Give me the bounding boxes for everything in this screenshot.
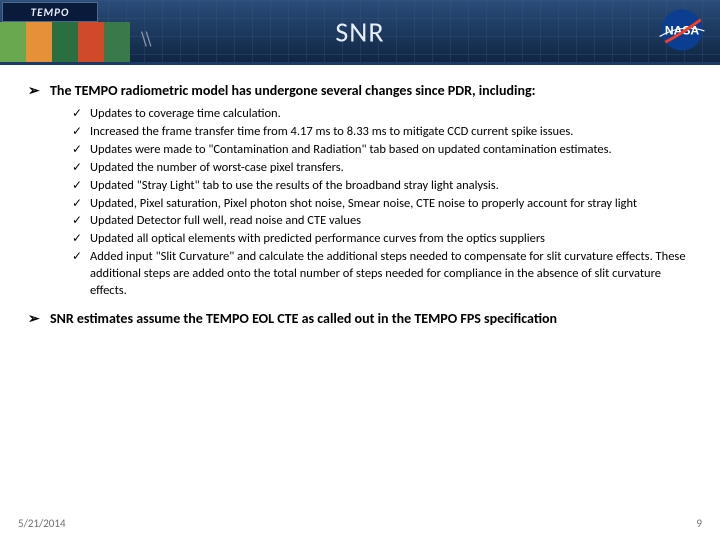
tempo-badge: TEMPO <box>2 2 98 22</box>
map-segment <box>104 22 130 64</box>
nasa-logo-icon: NASA <box>654 6 710 54</box>
sub-bullet: Updated the number of worst-case pixel t… <box>72 160 692 177</box>
map-segment <box>78 22 104 64</box>
slash-decor: \\ <box>140 28 149 52</box>
sub-bullet: Updated all optical elements with predic… <box>72 231 692 248</box>
sub-bullet: Updated, Pixel saturation, Pixel photon … <box>72 196 692 213</box>
sub-bullet: Updates to coverage time calculation. <box>72 106 692 123</box>
sub-bullet: Updated Detector full well, read noise a… <box>72 213 692 230</box>
footer-date: 5/21/2014 <box>18 517 66 530</box>
main-bullet: SNR estimates assume the TEMPO EOL CTE a… <box>28 310 692 328</box>
sub-bullet: Updated "Stray Light" tab to use the res… <box>72 178 692 195</box>
map-segment <box>26 22 52 64</box>
tempo-badge-text: TEMPO <box>31 6 70 19</box>
map-art <box>0 22 130 64</box>
sub-bullet: Increased the frame transfer time from 4… <box>72 124 692 141</box>
slide-footer: 5/21/2014 9 <box>18 517 702 530</box>
slide-title: SNR <box>335 15 384 50</box>
main-bullet: The TEMPO radiometric model has undergon… <box>28 82 692 100</box>
footer-page: 9 <box>696 517 702 530</box>
sub-bullet: Added input "Slit Curvature" and calcula… <box>72 249 692 300</box>
sub-bullet-list: Updates to coverage time calculation.Inc… <box>28 106 692 300</box>
map-segment <box>0 22 26 64</box>
slide-content: The TEMPO radiometric model has undergon… <box>0 64 720 328</box>
map-segment <box>52 22 78 64</box>
slide-header: TEMPO \\ SNR NASA <box>0 0 720 64</box>
header-underline <box>0 62 720 65</box>
sub-bullet: Updates were made to "Contamination and … <box>72 142 692 159</box>
